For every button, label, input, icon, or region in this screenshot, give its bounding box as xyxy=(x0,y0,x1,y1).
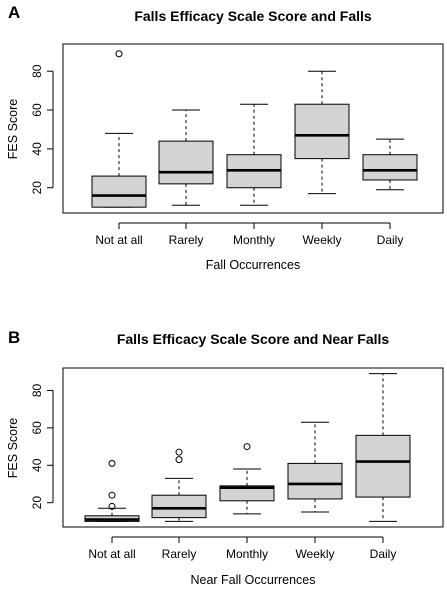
chart-marks: 20 40 60 80 Not at all Rarely Monthly Weekly Dai… xyxy=(30,373,411,561)
panel-a: A Falls Efficacy Scale Score and Falls F… xyxy=(6,3,444,272)
box-3 xyxy=(226,103,282,206)
x-tick-label: Daily xyxy=(370,547,397,561)
y-tick-label: 80 xyxy=(30,64,44,78)
outlier-point xyxy=(115,50,123,58)
box-5 xyxy=(355,373,411,522)
box-3 xyxy=(219,443,275,515)
box-iqr xyxy=(355,434,411,498)
box-iqr xyxy=(219,485,275,502)
y-tick-label: 40 xyxy=(30,142,44,156)
panel-b: B Falls Efficacy Scale Score and Near Fa… xyxy=(6,328,444,587)
outlier-point xyxy=(108,491,116,499)
box-1 xyxy=(91,50,147,208)
box-iqr xyxy=(287,462,343,500)
y-tick-label: 20 xyxy=(30,496,44,510)
box-iqr xyxy=(91,175,147,208)
x-tick-label: Rarely xyxy=(169,233,204,247)
outlier-point xyxy=(175,456,183,464)
chart-marks: 20 40 60 80 Not at all Rarely Monthly Weekly Dai… xyxy=(30,50,418,247)
plot-frame xyxy=(62,43,444,214)
y-axis-label: FES Score xyxy=(6,418,20,478)
y-axis-label: FES Score xyxy=(6,99,20,159)
y-tick-label: 60 xyxy=(30,103,44,117)
panel-letter: B xyxy=(8,328,20,347)
x-tick-label: Not at all xyxy=(95,233,142,247)
y-tick-label: 80 xyxy=(30,383,44,397)
box-iqr xyxy=(151,494,207,519)
outlier-point xyxy=(108,459,116,467)
outlier-point xyxy=(243,443,251,451)
x-tick-label: Monthly xyxy=(233,233,275,247)
outlier-point xyxy=(175,448,183,456)
y-tick-label: 20 xyxy=(30,181,44,195)
chart-title: Falls Efficacy Scale Score and Near Fall… xyxy=(117,331,390,347)
chart-title: Falls Efficacy Scale Score and Falls xyxy=(134,8,372,24)
panel-letter: A xyxy=(8,3,20,22)
box-2 xyxy=(151,448,207,522)
box-5 xyxy=(362,138,418,191)
x-tick-label: Daily xyxy=(377,233,404,247)
box-iqr xyxy=(294,103,350,160)
x-tick-label: Weekly xyxy=(295,547,334,561)
x-axis-label: Near Fall Occurrences xyxy=(190,573,315,587)
box-iqr xyxy=(362,154,418,181)
x-axis-label: Fall Occurrences xyxy=(206,258,300,272)
x-tick-label: Weekly xyxy=(302,233,341,247)
outlier-point xyxy=(108,502,116,510)
box-iqr xyxy=(158,140,214,185)
y-tick-label: 40 xyxy=(30,458,44,472)
y-tick-label: 60 xyxy=(30,421,44,435)
x-tick-label: Monthly xyxy=(226,547,268,561)
box-1 xyxy=(84,459,140,522)
box-4 xyxy=(294,70,350,195)
x-tick-label: Rarely xyxy=(162,547,197,561)
box-2 xyxy=(158,109,214,206)
x-tick-label: Not at all xyxy=(88,547,135,561)
box-4 xyxy=(287,421,343,513)
plot-frame xyxy=(62,367,444,528)
